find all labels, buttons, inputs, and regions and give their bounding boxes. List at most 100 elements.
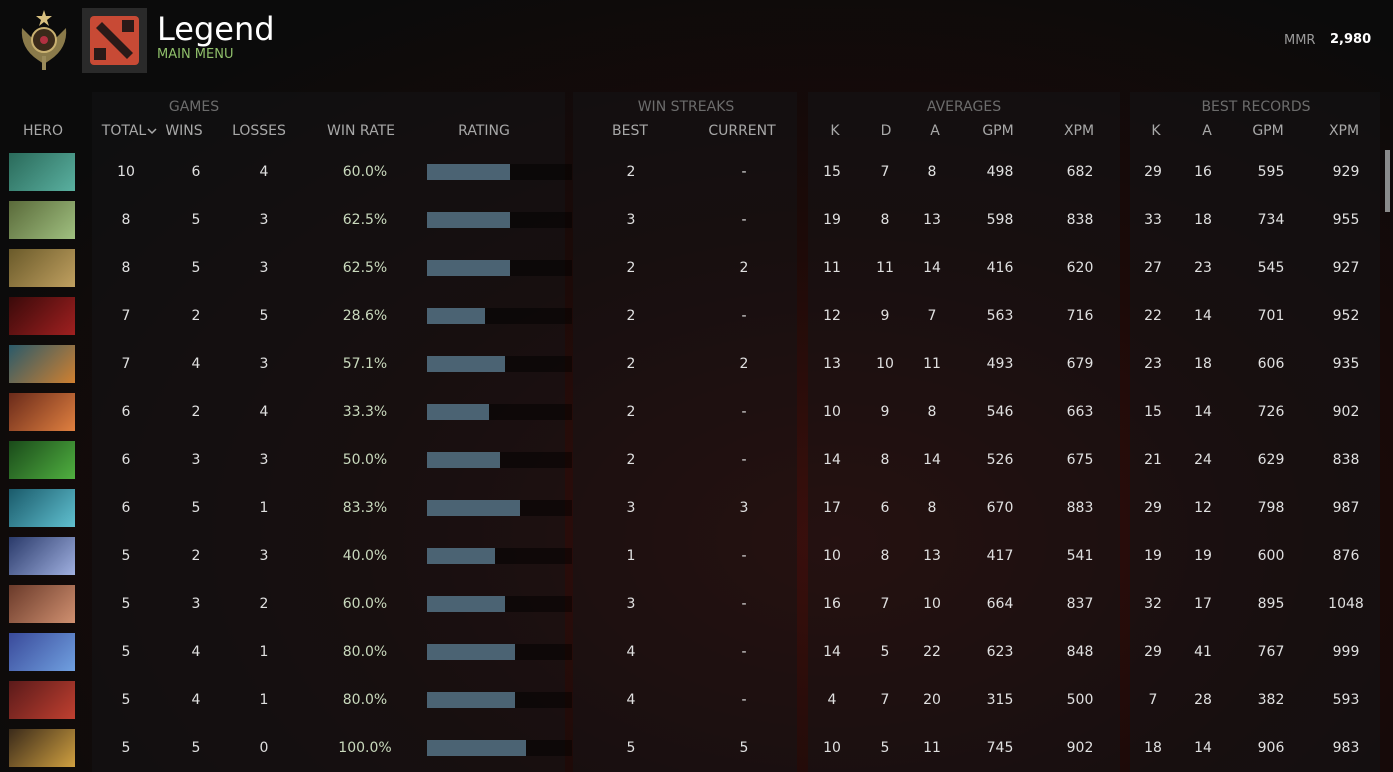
rating-track xyxy=(427,692,572,708)
table-cell: 3 xyxy=(191,452,201,468)
group-header: BEST RECORDS xyxy=(1201,99,1311,115)
column-header[interactable]: XPM xyxy=(1328,123,1360,139)
table-cell: - xyxy=(741,404,747,420)
hero-portrait[interactable] xyxy=(9,537,75,575)
column-header[interactable]: RATING xyxy=(458,123,510,139)
table-cell: 935 xyxy=(1332,356,1360,372)
hero-portrait[interactable] xyxy=(9,633,75,671)
table-cell: 500 xyxy=(1066,692,1094,708)
column-header[interactable]: A xyxy=(1202,123,1212,139)
table-cell: 526 xyxy=(986,452,1014,468)
hero-portrait[interactable] xyxy=(9,585,75,623)
column-header[interactable]: TOTAL xyxy=(101,123,147,139)
table-cell: 906 xyxy=(1257,740,1285,756)
column-header[interactable]: LOSSES xyxy=(232,123,286,139)
table-cell: 5 xyxy=(626,740,636,756)
table-cell: 3 xyxy=(626,500,636,516)
column-header[interactable]: WINS xyxy=(165,123,203,139)
table-cell: 62.5% xyxy=(342,260,388,276)
table-cell: - xyxy=(741,452,747,468)
column-header[interactable]: D xyxy=(880,123,892,139)
rating-bar xyxy=(427,212,510,228)
column-header[interactable]: GPM xyxy=(982,123,1014,139)
table-cell: 798 xyxy=(1257,500,1285,516)
column-header[interactable]: HERO xyxy=(22,123,64,139)
table-cell: 7 xyxy=(880,692,890,708)
table-cell: 716 xyxy=(1066,308,1094,324)
rank-medal xyxy=(21,10,67,70)
table-cell: 2 xyxy=(191,548,201,564)
table-cell: 927 xyxy=(1332,260,1360,276)
table-cell: 3 xyxy=(259,260,269,276)
hero-portrait[interactable] xyxy=(9,489,75,527)
table-cell: 83.3% xyxy=(342,500,388,516)
table-cell: 670 xyxy=(986,500,1014,516)
table-cell: 2 xyxy=(739,260,749,276)
hero-portrait[interactable] xyxy=(9,345,75,383)
rating-bar xyxy=(427,260,510,276)
streaks-panel xyxy=(573,92,797,772)
hero-portrait[interactable] xyxy=(9,249,75,287)
table-cell: 16 xyxy=(1194,164,1212,180)
rating-bar xyxy=(427,500,520,516)
table-cell: 6 xyxy=(191,164,201,180)
table-cell: 19 xyxy=(823,212,841,228)
hero-portrait[interactable] xyxy=(9,297,75,335)
scrollbar[interactable] xyxy=(1385,150,1390,212)
table-cell: 541 xyxy=(1066,548,1094,564)
table-cell: 23 xyxy=(1144,356,1162,372)
rating-bar xyxy=(427,692,516,708)
best-panel xyxy=(1130,92,1380,772)
table-cell: 14 xyxy=(923,260,941,276)
table-cell: 2 xyxy=(626,404,636,420)
rating-track xyxy=(427,644,572,660)
table-cell: 2 xyxy=(626,260,636,276)
column-header[interactable]: K xyxy=(830,123,840,139)
main-menu-link[interactable]: MAIN MENU xyxy=(157,47,234,62)
table-cell: 32 xyxy=(1144,596,1162,612)
hero-portrait[interactable] xyxy=(9,681,75,719)
column-header[interactable]: WIN RATE xyxy=(327,123,395,139)
hero-portrait[interactable] xyxy=(9,441,75,479)
table-cell: 8 xyxy=(121,212,131,228)
table-cell: 7 xyxy=(121,308,131,324)
table-cell: 29 xyxy=(1144,644,1162,660)
table-cell: 5 xyxy=(191,500,201,516)
column-header[interactable]: K xyxy=(1151,123,1161,139)
rating-track xyxy=(427,356,572,372)
column-header[interactable]: CURRENT xyxy=(708,123,776,139)
table-cell: 13 xyxy=(823,356,841,372)
hero-portrait[interactable] xyxy=(9,153,75,191)
hero-portrait[interactable] xyxy=(9,201,75,239)
table-cell: 13 xyxy=(923,212,941,228)
rating-bar xyxy=(427,740,526,756)
column-header[interactable]: GPM xyxy=(1252,123,1284,139)
table-cell: 100.0% xyxy=(338,740,392,756)
table-cell: 545 xyxy=(1257,260,1285,276)
table-cell: 664 xyxy=(986,596,1014,612)
hero-portrait[interactable] xyxy=(9,729,75,767)
table-cell: - xyxy=(741,644,747,660)
column-header[interactable]: A xyxy=(930,123,940,139)
column-header[interactable]: BEST xyxy=(612,123,648,139)
table-cell: 902 xyxy=(1066,740,1094,756)
game-logo xyxy=(82,8,147,73)
table-cell: 80.0% xyxy=(342,644,388,660)
rating-track xyxy=(427,596,572,612)
rating-bar xyxy=(427,548,496,564)
table-cell: 21 xyxy=(1144,452,1162,468)
table-cell: 3 xyxy=(739,500,749,516)
table-cell: 3 xyxy=(626,596,636,612)
table-cell: 10 xyxy=(823,548,841,564)
table-cell: 5 xyxy=(880,644,890,660)
column-header[interactable]: XPM xyxy=(1063,123,1095,139)
table-cell: 837 xyxy=(1066,596,1094,612)
table-cell: 767 xyxy=(1257,644,1285,660)
table-cell: 22 xyxy=(923,644,941,660)
rating-track xyxy=(427,548,572,564)
rating-track xyxy=(427,212,572,228)
sort-chevron[interactable] xyxy=(147,127,157,135)
table-cell: 629 xyxy=(1257,452,1285,468)
hero-portrait[interactable] xyxy=(9,393,75,431)
